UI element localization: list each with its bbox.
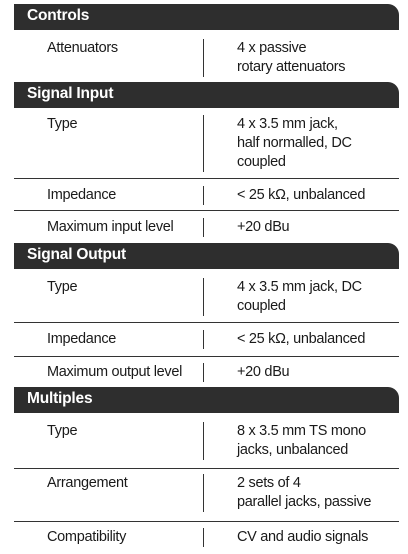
spec-value: 4 x 3.5 mm jack, half normalled, DC coup… xyxy=(237,116,352,170)
section-header-signal-input: Signal Input xyxy=(14,82,399,108)
spec-value: 8 x 3.5 mm TS mono jacks, unbalanced xyxy=(237,423,366,458)
section-header-multiples: Multiples xyxy=(14,387,399,413)
spec-label: Compatibility xyxy=(14,528,204,547)
spec-table: Controls Attenuators 4 x passive rotary … xyxy=(14,4,399,554)
spec-row-max-output-level: Maximum output level +20 dBu xyxy=(14,357,399,387)
spec-row-input-impedance: Impedance < 25 kΩ, unbalanced xyxy=(14,179,399,211)
spec-row-arrangement: Arrangement 2 sets of 4 parallel jacks, … xyxy=(14,469,399,522)
spec-value: 4 x 3.5 mm jack, DC coupled xyxy=(237,279,362,314)
spec-row-input-type: Type 4 x 3.5 mm jack, half normalled, DC… xyxy=(14,108,399,179)
spec-value: 2 sets of 4 parallel jacks, passive xyxy=(237,475,372,510)
spec-row-output-type: Type 4 x 3.5 mm jack, DC coupled xyxy=(14,269,399,323)
spec-row-compatibility: Compatibility CV and audio signals xyxy=(14,522,399,554)
spec-label: Impedance xyxy=(14,330,204,349)
spec-label: Type xyxy=(14,422,204,460)
spec-label: Type xyxy=(14,115,204,172)
spec-label: Arrangement xyxy=(14,474,204,512)
spec-value: +20 dBu xyxy=(237,364,290,380)
section-header-signal-output: Signal Output xyxy=(14,243,399,269)
section-header-controls: Controls xyxy=(14,4,399,30)
spec-value: < 25 kΩ, unbalanced xyxy=(237,331,366,347)
spec-row-output-impedance: Impedance < 25 kΩ, unbalanced xyxy=(14,323,399,357)
spec-label: Maximum input level xyxy=(14,218,204,237)
spec-label: Type xyxy=(14,278,204,316)
spec-value: CV and audio signals xyxy=(237,529,369,545)
spec-label: Impedance xyxy=(14,186,204,205)
spec-label: Attenuators xyxy=(14,39,204,77)
spec-label: Maximum output level xyxy=(14,363,204,382)
spec-value: +20 dBu xyxy=(237,219,290,235)
spec-row-max-input-level: Maximum input level +20 dBu xyxy=(14,211,399,243)
spec-value: < 25 kΩ, unbalanced xyxy=(237,187,366,203)
spec-row-multiples-type: Type 8 x 3.5 mm TS mono jacks, unbalance… xyxy=(14,413,399,469)
spec-row-attenuators: Attenuators 4 x passive rotary attenuato… xyxy=(14,30,399,82)
spec-value: 4 x passive rotary attenuators xyxy=(237,40,346,75)
